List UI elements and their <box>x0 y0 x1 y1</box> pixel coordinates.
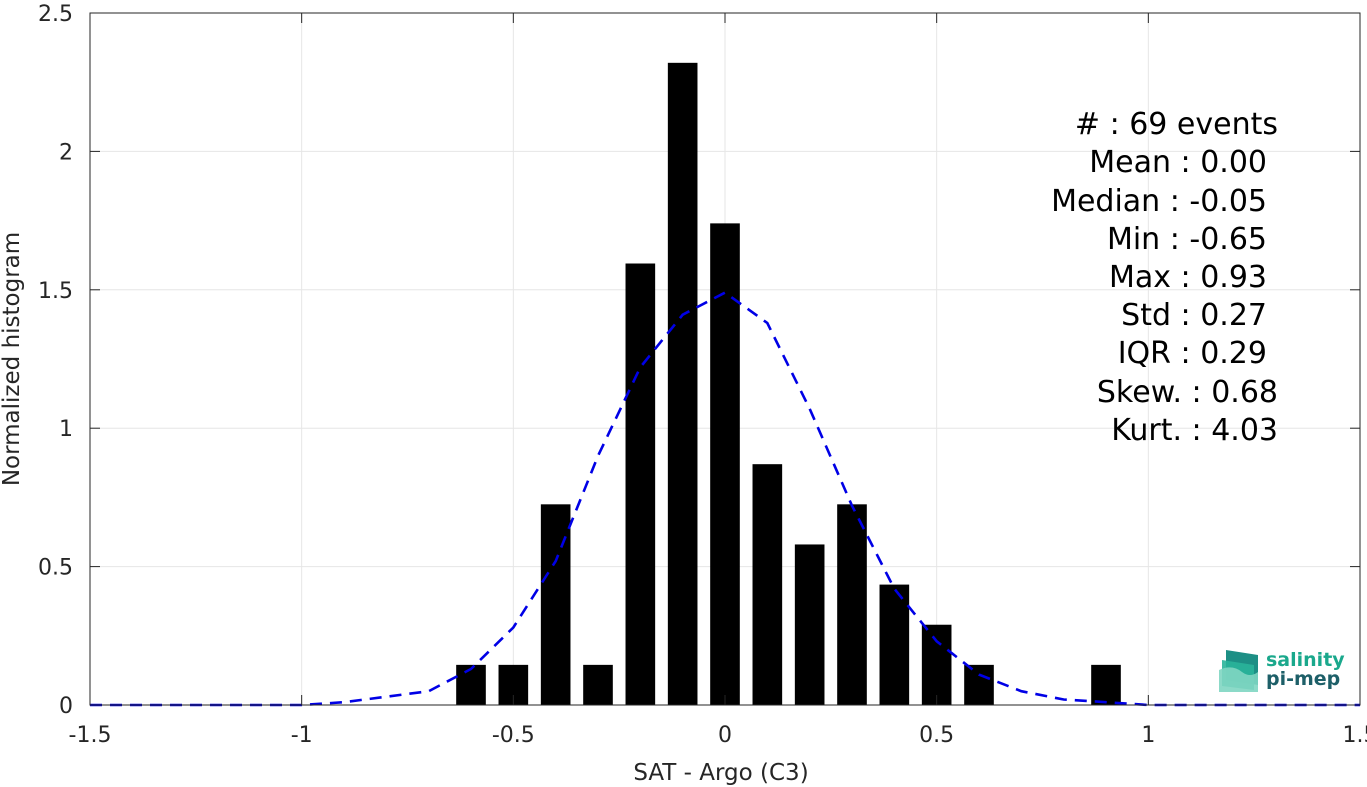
histogram-bar <box>794 544 825 705</box>
y-tick-label: 1.5 <box>38 279 73 304</box>
x-axis-label: SAT - Argo (C3) <box>633 760 808 786</box>
wave-icon <box>1219 650 1258 692</box>
stat-min: Min : -0.65 <box>1107 222 1267 257</box>
stat-iqr: IQR : 0.29 <box>1118 336 1267 371</box>
x-tick-label: 0.5 <box>919 723 954 748</box>
stat-mean: Mean : 0.00 <box>1089 145 1267 180</box>
stat-max: Max : 0.93 <box>1109 260 1267 295</box>
histogram-bar <box>667 62 698 706</box>
histogram-bars <box>456 62 1121 706</box>
axis-ticks: -1.5 -1 -0.5 0 0.5 1 1.5 0 0.5 1 1.5 2 2.5 <box>38 2 1367 748</box>
logo-text-pimep: pi-mep <box>1266 668 1340 690</box>
statistics-annotation: # : 69 events Mean : 0.00 Median : -0.05… <box>1051 107 1278 448</box>
y-axis-label: Normalized histogram <box>0 232 25 486</box>
x-tick-label: 1 <box>1141 723 1155 748</box>
x-tick-label: 0 <box>718 723 732 748</box>
stat-median: Median : -0.05 <box>1051 184 1267 219</box>
x-tick-label: -0.5 <box>492 723 535 748</box>
histogram-bar <box>752 464 783 705</box>
histogram-bar <box>879 584 910 705</box>
x-tick-label: -1 <box>291 723 313 748</box>
stat-std: Std : 0.27 <box>1121 298 1267 333</box>
histogram-bar <box>1091 664 1121 705</box>
x-tick-label: -1.5 <box>69 723 112 748</box>
histogram-bar <box>456 664 486 705</box>
histogram-bar <box>583 664 613 705</box>
logo-text-salinity: salinity <box>1266 649 1345 671</box>
y-tick-label: 0 <box>59 694 73 719</box>
salinity-pimep-logo: salinity pi-mep <box>1219 649 1345 692</box>
stat-events: # : 69 events <box>1075 107 1278 142</box>
histogram-bar <box>964 664 994 705</box>
histogram-bar <box>837 504 867 705</box>
y-tick-label: 2 <box>59 140 73 165</box>
y-tick-label: 1 <box>59 417 73 442</box>
x-tick-label: 1.5 <box>1343 723 1367 748</box>
y-tick-label: 0.5 <box>38 556 73 581</box>
y-tick-label: 2.5 <box>38 2 73 27</box>
histogram-bar <box>625 263 656 705</box>
stat-skew: Skew. : 0.68 <box>1097 375 1278 410</box>
histogram-bar <box>540 504 571 705</box>
histogram-bar <box>710 223 740 706</box>
stat-kurt: Kurt. : 4.03 <box>1111 413 1278 448</box>
histogram-bar <box>921 624 952 705</box>
